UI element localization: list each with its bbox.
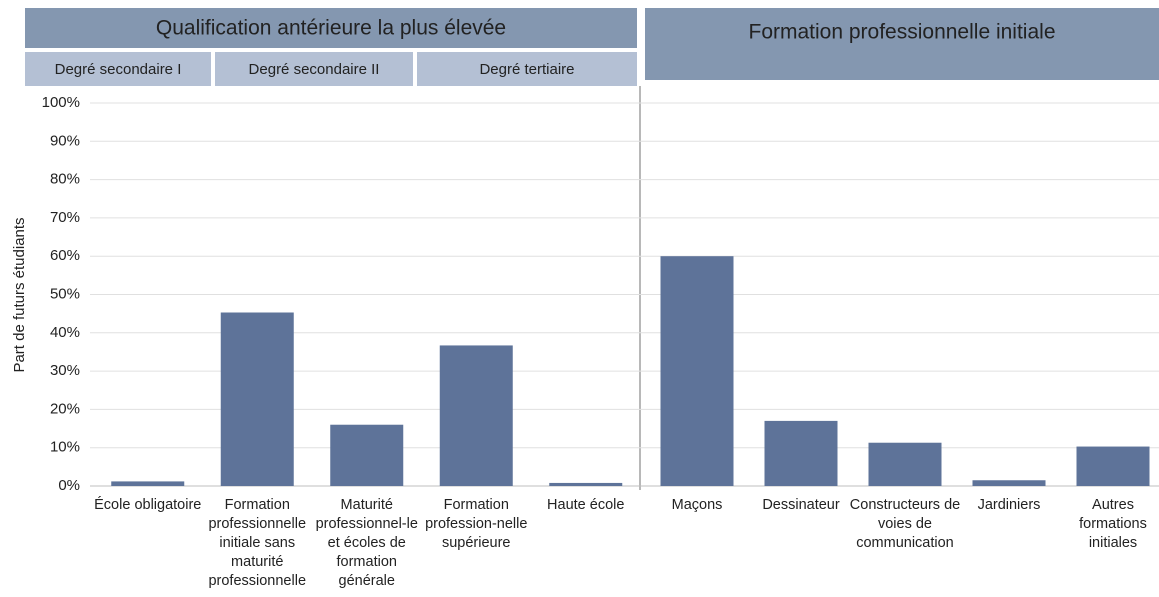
- y-axis-label: Part de futurs étudiants: [11, 217, 28, 372]
- x-tick-label: Maturité professionnel-le et écoles de f…: [315, 497, 418, 589]
- y-tick-label: 90%: [50, 132, 80, 149]
- y-tick-label: 80%: [50, 171, 80, 188]
- header-title: Formation professionnelle initiale: [749, 21, 1056, 44]
- bar: [330, 424, 404, 486]
- header-bg: [645, 8, 1159, 80]
- x-tick-label: Dessinateur: [762, 497, 840, 513]
- y-tick-label: 0%: [58, 477, 80, 494]
- y-tick-label: 100%: [42, 94, 80, 111]
- x-tick-label: École obligatoire: [94, 497, 202, 513]
- bar: [220, 312, 294, 486]
- x-tick-label: Constructeurs de voies de communication: [849, 497, 961, 551]
- subheader-title: Degré secondaire II: [249, 61, 380, 78]
- header-title: Qualification antérieure la plus élevée: [156, 17, 506, 40]
- header-bg: [25, 8, 637, 48]
- bar: [868, 442, 942, 486]
- bar: [111, 481, 185, 486]
- x-tick-label: Autres formations initiales: [1079, 497, 1147, 551]
- y-tick-label: 50%: [50, 285, 80, 302]
- y-tick-label: 40%: [50, 324, 80, 341]
- x-tick-label: Jardiniers: [977, 497, 1041, 513]
- x-tick-label: Formation profession-nelle supérieure: [425, 497, 528, 551]
- bar: [764, 420, 838, 486]
- subheader-bg: [215, 52, 413, 86]
- y-tick-label: 20%: [50, 400, 80, 417]
- y-tick-label: 10%: [50, 439, 80, 456]
- bar: [660, 256, 734, 486]
- subheader-title: Degré tertiaire: [479, 61, 574, 78]
- x-tick-label: Haute école: [547, 497, 625, 513]
- subheader-bg: [25, 52, 211, 86]
- x-tick-label: Formation professionnelle initiale sans …: [208, 497, 307, 589]
- bar: [1076, 446, 1150, 486]
- bar: [549, 482, 623, 486]
- x-tick-label: Maçons: [671, 497, 723, 513]
- subheader-title: Degré secondaire I: [55, 61, 182, 78]
- y-tick-label: 70%: [50, 209, 80, 226]
- y-tick-label: 60%: [50, 247, 80, 264]
- bar: [439, 345, 513, 486]
- bar: [972, 480, 1046, 486]
- y-tick-label: 30%: [50, 362, 80, 379]
- subheader-bg: [417, 52, 637, 86]
